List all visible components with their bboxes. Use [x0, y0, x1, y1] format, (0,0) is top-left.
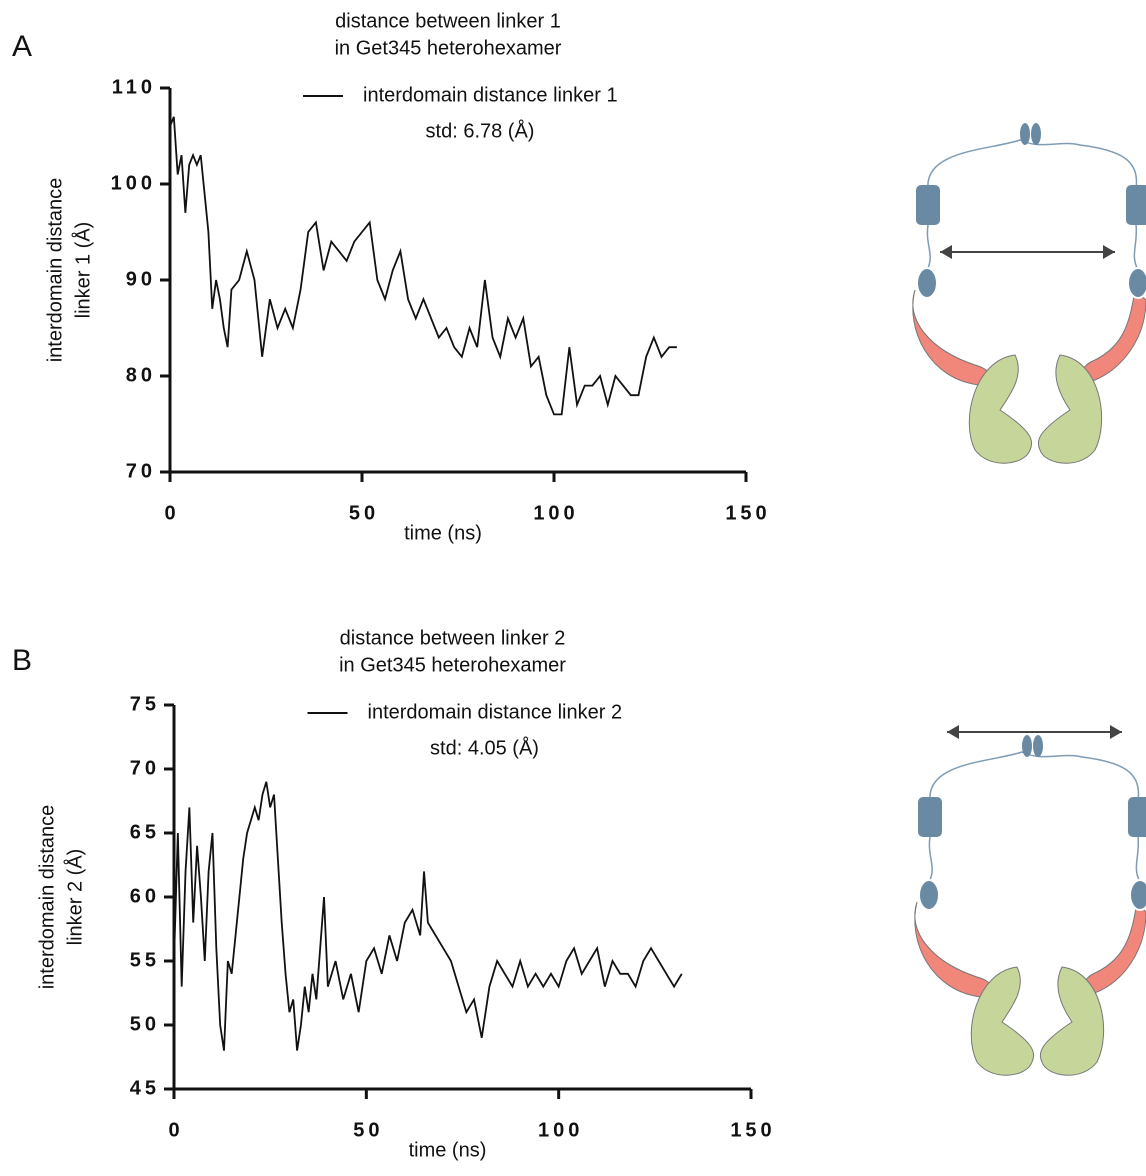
annotation: std: 6.78 (Å) [426, 119, 535, 142]
y-tick-label: 50 [130, 1013, 160, 1035]
y-tick-label: 60 [130, 885, 160, 907]
diagram [912, 123, 1146, 464]
panel-label: B [12, 644, 32, 677]
x-axis-title: time (ns) [409, 1139, 487, 1161]
chart-title: distance between linker 2 [340, 627, 566, 649]
y-tick-label: 75 [130, 693, 160, 715]
y-tick-label: 80 [126, 364, 156, 386]
chart-title: distance between linker 1 [335, 10, 561, 32]
y-axis-title: interdomain distance [44, 178, 66, 363]
y-axis-title: linker 2 (Å) [63, 849, 86, 946]
y-tick-label: 70 [130, 757, 160, 779]
x-tick-label: 150 [725, 502, 770, 524]
y-axis-title: linker 1 (Å) [71, 222, 94, 319]
x-axis-title: time (ns) [404, 522, 482, 544]
legend-label: interdomain distance linker 1 [363, 84, 618, 106]
x-tick-label: 50 [349, 502, 379, 524]
chart-title: in Get345 heterohexamer [339, 654, 566, 676]
x-tick-label: 50 [353, 1119, 383, 1141]
x-tick-label: 100 [533, 502, 578, 524]
y-tick-label: 90 [126, 268, 156, 290]
x-tick-label: 150 [730, 1119, 775, 1141]
chart-title: in Get345 heterohexamer [335, 37, 562, 59]
y-tick-label: 110 [112, 76, 156, 98]
legend-label: interdomain distance linker 2 [368, 701, 623, 723]
x-tick-label: 0 [168, 1119, 183, 1141]
y-axis-title: interdomain distance [36, 805, 58, 990]
annotation: std: 4.05 (Å) [430, 736, 539, 759]
x-tick-label: 100 [538, 1119, 583, 1141]
y-tick-label: 65 [130, 821, 160, 843]
data-line [173, 781, 683, 1051]
data-line [169, 116, 677, 416]
diagram [914, 725, 1146, 1076]
y-tick-label: 100 [111, 172, 156, 194]
panel-label: A [12, 30, 32, 63]
x-tick-label: 0 [164, 502, 179, 524]
y-tick-label: 45 [130, 1077, 160, 1099]
y-tick-label: 55 [130, 949, 160, 971]
y-tick-label: 70 [126, 460, 156, 482]
